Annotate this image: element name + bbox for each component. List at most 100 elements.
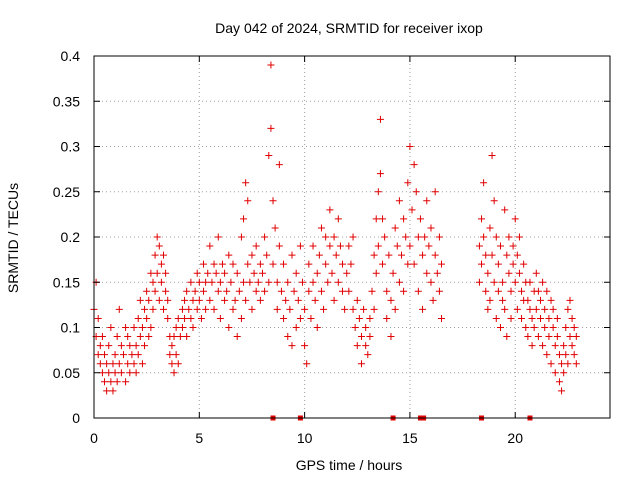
data-point [168,360,176,368]
data-point [181,314,189,322]
data-point [362,342,370,350]
y-tick-label: 0.15 [53,274,80,290]
data-point [200,260,208,268]
data-point [406,143,414,150]
data-point [267,124,275,132]
data-point [261,287,269,295]
data-point [292,269,300,277]
data-point [503,333,511,341]
data-point [235,287,243,295]
data-point [149,305,157,313]
data-point [425,242,433,250]
data-point [414,287,422,295]
data-point [126,342,134,350]
data-point [364,351,372,359]
data-point [391,305,399,313]
data-point [189,324,197,331]
data-point [263,251,271,259]
data-point [404,179,412,187]
data-point [258,269,266,277]
data-point [366,314,374,322]
data-point [223,287,231,295]
data-point [172,351,180,359]
data-point [117,342,125,350]
data-point [94,351,102,359]
data-point [421,233,429,241]
data-point [181,296,189,304]
data-point [564,360,572,368]
data-point [229,260,237,268]
data-point [408,206,416,214]
data-point [141,305,149,313]
data-point [233,269,241,277]
data-point [330,296,338,304]
data-point [385,251,393,259]
data-point [162,269,170,277]
grid-lines [94,56,610,418]
data-point [545,333,553,341]
data-point [141,342,149,350]
data-point [562,351,570,359]
data-point [225,251,233,259]
data-point [568,342,576,350]
data-point [229,305,237,313]
data-point [503,251,511,259]
data-point [132,369,140,377]
data-point [214,233,222,241]
data-point [132,342,140,350]
data-point [204,269,212,277]
data-point [400,215,408,223]
data-point [111,369,119,377]
data-point [549,324,557,331]
data-point [164,296,172,304]
data-point [147,269,155,277]
data-point [109,360,117,368]
data-point [328,269,336,277]
data-point [242,296,250,304]
data-point [509,260,517,268]
data-point [301,342,309,350]
data-point [553,333,561,341]
data-point [96,342,104,350]
data-point [547,360,555,368]
data-point [311,296,319,304]
data-point [216,314,224,322]
data-point [206,296,214,304]
data-point [214,287,222,295]
data-point [349,305,357,313]
data-point [511,215,519,223]
data-point [480,179,488,187]
data-point [389,269,397,277]
data-point [555,378,563,386]
data-point [280,314,288,322]
data-point [419,305,427,313]
data-point [164,314,172,322]
data-point [347,260,355,268]
data-point [387,296,395,304]
data-point [553,314,561,322]
data-point [351,324,359,331]
data-point [368,287,376,295]
data-point [288,342,296,350]
data-point [273,305,281,313]
data-point [269,197,277,205]
data-point [271,224,279,232]
data-point [322,233,330,241]
data-point [265,152,273,160]
data-point [513,305,521,313]
data-point [543,287,551,295]
data-point [221,269,229,277]
data-point [528,342,536,350]
data-point [303,360,311,368]
data-point [326,206,334,214]
data-point [130,360,138,368]
y-tick-label: 0.1 [61,320,81,336]
data-point [189,296,197,304]
data-point [534,287,542,295]
data-point [103,387,111,395]
data-point [183,287,191,295]
data-point [269,260,277,268]
x-tick-label: 15 [402,430,418,446]
data-point [284,333,292,341]
data-point [484,305,492,313]
